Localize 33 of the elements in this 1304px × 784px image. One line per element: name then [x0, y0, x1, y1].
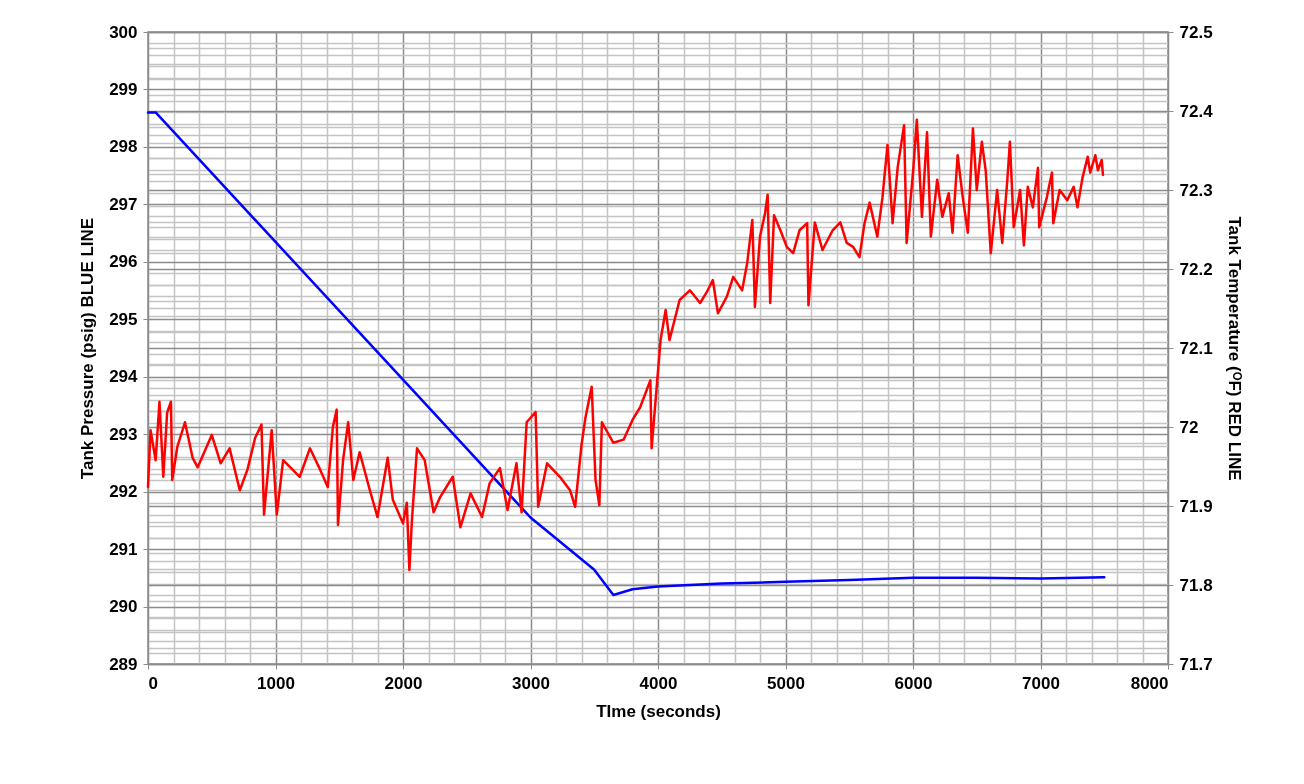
x-tick-label: 6000 — [894, 673, 933, 693]
y-tick-label: 295 — [109, 309, 138, 329]
y-tick-label: 299 — [109, 79, 138, 99]
y2-tick-label: 72.4 — [1179, 101, 1214, 121]
y-tick-label: 298 — [109, 137, 138, 157]
y-axis-title: Tank Pressure (psig) BLUE LINE — [78, 217, 98, 480]
x-tick-label: 4000 — [639, 673, 678, 693]
x-axis-title: TIme (seconds) — [596, 701, 721, 721]
x-tick-label: 0 — [148, 673, 158, 693]
y-tick-label: 294 — [109, 367, 139, 387]
y-tick-label: 297 — [109, 194, 138, 214]
y-tick-label: 300 — [109, 22, 138, 42]
y-tick-label: 292 — [109, 482, 138, 502]
y2-tick-label: 72.5 — [1179, 22, 1213, 42]
y2-tick-label: 72.2 — [1179, 259, 1213, 279]
y2-axis-title: Tank Temperature (ᴼF) RED LINE — [1224, 216, 1244, 481]
y2-tick-label: 72 — [1179, 417, 1199, 437]
y-tick-label: 290 — [109, 597, 138, 617]
y-tick-label: 293 — [109, 424, 138, 444]
y2-tick-label: 72.1 — [1179, 338, 1213, 358]
x-tick-label: 2000 — [384, 673, 423, 693]
x-tick-label: 8000 — [1130, 673, 1169, 693]
x-tick-label: 5000 — [767, 673, 805, 693]
y-tick-label: 296 — [109, 252, 138, 272]
x-tick-label: 1000 — [257, 673, 295, 693]
y2-tick-label: 71.7 — [1179, 654, 1213, 674]
y2-tick-label: 72.3 — [1179, 180, 1213, 200]
y2-tick-label: 71.9 — [1179, 496, 1213, 516]
x-tick-label: 3000 — [512, 673, 550, 693]
y2-tick-label: 71.8 — [1179, 575, 1213, 595]
y-tick-label: 289 — [109, 654, 138, 674]
x-tick-label: 7000 — [1022, 673, 1060, 693]
y-tick-label: 291 — [109, 539, 138, 559]
